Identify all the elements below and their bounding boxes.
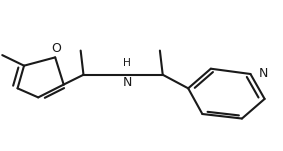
Text: N: N <box>123 76 132 88</box>
Text: O: O <box>52 42 61 55</box>
Text: H: H <box>123 58 131 68</box>
Text: N: N <box>259 67 268 80</box>
